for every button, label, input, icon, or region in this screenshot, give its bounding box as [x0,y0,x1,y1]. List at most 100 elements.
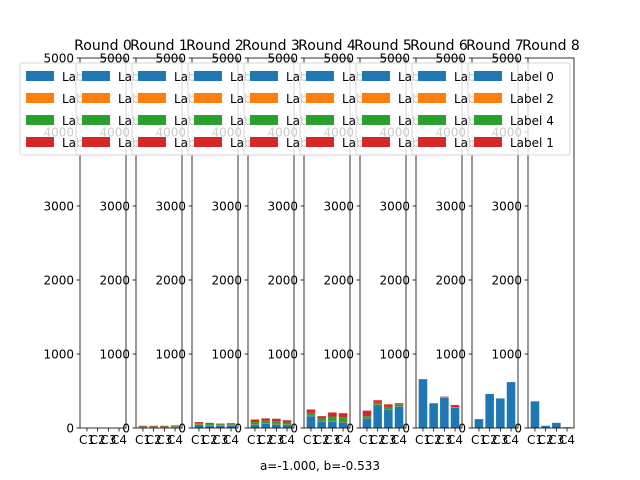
bar-C3-label-1 [160,425,169,427]
subplots: C1C2C3C4010002000300040005000Round 0Labe… [19,38,580,447]
y-tick-label: 2000 [43,274,74,288]
y-tick-label: 0 [178,422,186,436]
y-tick-label: 3000 [491,200,522,214]
y-tick-label: 3000 [99,200,130,214]
x-tick-label: C4 [111,433,127,447]
x-tick-label: C3 [268,433,284,447]
subplot-title: Round 2 [186,38,244,54]
x-tick-label: C4 [335,433,351,447]
y-tick-label: 5000 [491,52,522,66]
axes-frame [79,57,127,429]
bar-C1-label-0 [306,416,316,428]
y-tick-label: 0 [514,422,522,436]
y-tick-label: 5000 [379,52,410,66]
bar-C2-label-0 [205,425,214,428]
axes-frame [471,57,519,429]
bar-C2-label-4 [205,423,214,426]
y-tick-label: 2000 [379,274,410,288]
bar-C4-label-4 [170,426,180,427]
bar-C2-label-4 [373,402,382,405]
bar-C2-label-1 [373,400,382,403]
legend-swatch [138,93,166,103]
bar-C4-label-0 [226,425,236,428]
y-tick-label: 2000 [155,274,186,288]
bar-C1-label-0 [418,379,428,428]
legend-swatch [26,71,54,81]
x-tick-label: C2 [370,433,386,447]
bar-C4-label-0 [282,425,292,428]
bar-C1-label-0 [530,401,540,428]
legend-swatch [194,137,222,147]
legend-swatch [362,115,390,125]
x-tick-label: C1 [135,433,151,447]
legend-swatch [82,115,110,125]
y-tick-label: 2000 [323,274,354,288]
y-tick-label: 0 [66,422,74,436]
y-tick-label: 5000 [211,52,242,66]
x-tick-label: C1 [191,433,207,447]
bar-C1-label-4 [362,416,372,419]
legend-swatch [474,71,502,81]
x-tick-label: C1 [471,433,487,447]
x-tick-label: C4 [167,433,183,447]
bar-C3-label-0 [496,398,505,428]
axes-frame [415,57,463,429]
bar-C2-label-4 [317,418,326,421]
legend-swatch [474,115,502,125]
y-tick-label: 3000 [323,200,354,214]
bar-C3-label-4 [384,406,393,410]
subplot-title: Round 6 [410,38,468,54]
axes-frame [247,57,295,429]
axes-frame [527,57,575,429]
legend-swatch [250,93,278,103]
y-tick-label: 1000 [491,348,522,362]
legend-swatch [474,93,502,103]
y-tick-label: 1000 [43,348,74,362]
legend-swatch [26,115,54,125]
legend-swatch [306,137,334,147]
x-tick-label: C2 [482,433,498,447]
y-tick-label: 0 [402,422,410,436]
bar-C2-label-1 [205,422,214,424]
legend-swatch [418,137,446,147]
bar-C1-label-0 [362,418,372,428]
legend-swatch [306,115,334,125]
x-tick-label: C2 [146,433,162,447]
bar-C4-label-4 [282,422,292,425]
legend-swatch [362,71,390,81]
y-tick-label: 2000 [211,274,242,288]
subplot-title: Round 8 [522,38,580,54]
axes-frame [135,57,183,429]
x-tick-label: C2 [538,433,554,447]
legend: Label 0 Label 2 Label 4 Label 1 [467,62,571,156]
axes-frame [359,57,407,429]
y-tick-label: 1000 [267,348,298,362]
legend-swatch [418,115,446,125]
y-tick-label: 2000 [267,274,298,288]
y-tick-label: 5000 [323,52,354,66]
x-tick-label: C3 [548,433,564,447]
legend-frame [467,62,571,156]
bar-C3-label-4 [328,416,337,421]
bar-C1-label-0 [474,419,484,428]
bar-C2-label-0 [261,423,270,428]
bar-C3-label-0 [552,422,561,428]
bar-C1-label-1 [138,425,148,427]
bar-C4-label-4 [226,424,236,426]
bar-C4-label-0 [394,406,404,428]
bar-C4-label-0 [506,382,516,428]
bar-C2-label-0 [485,393,494,428]
bar-C1-label-4 [194,423,204,425]
y-tick-label: 0 [458,422,466,436]
bar-C2-label-1 [149,425,158,427]
bar-C3-label-1 [328,412,337,417]
bar-C4-label-1 [394,403,404,405]
x-tick-label: C3 [212,433,228,447]
x-tick-label: C2 [258,433,274,447]
x-tick-label: C3 [324,433,340,447]
bar-C1-label-1 [306,409,316,413]
figure-caption: a=-1.000, b=-0.533 [260,459,380,473]
bar-C4-label-4 [394,404,404,407]
y-tick-label: 3000 [379,200,410,214]
